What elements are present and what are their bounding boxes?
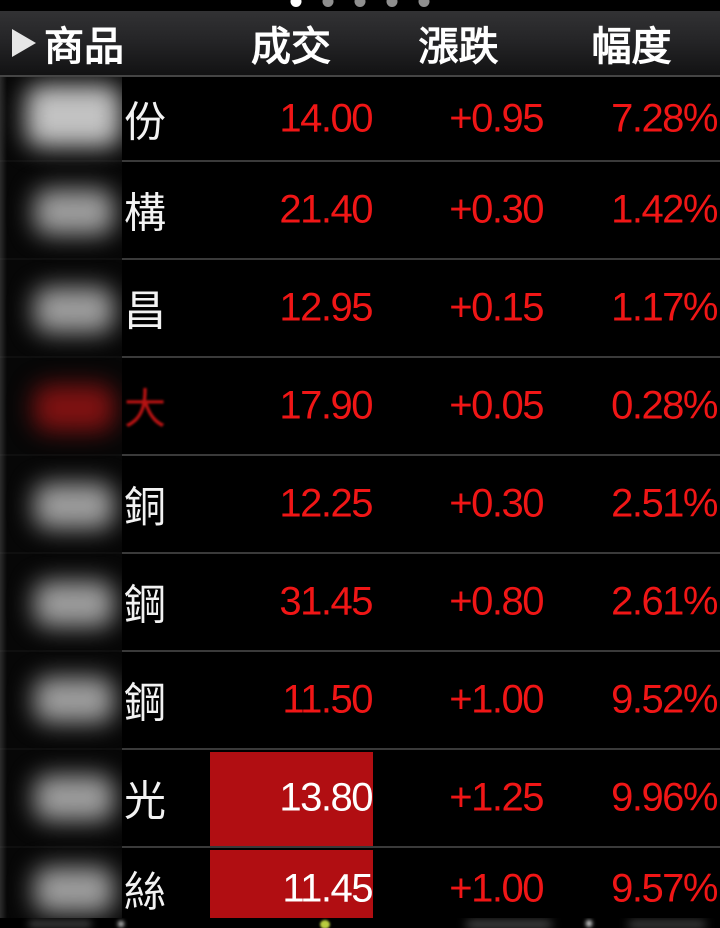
page-dot-active — [290, 0, 302, 7]
stock-row[interactable]: 銅 12.25 +0.30 2.51% — [0, 456, 720, 554]
percent-value: 9.96% — [611, 775, 718, 820]
blurred-name-blob — [26, 85, 121, 147]
percent-value: 2.61% — [611, 579, 718, 624]
page-dot — [386, 0, 398, 7]
percent-value: 9.57% — [611, 866, 718, 910]
blurred-name-blob — [34, 287, 114, 333]
blurred-ticker-blob — [628, 921, 706, 928]
price-value: 11.50 — [282, 677, 373, 722]
price-limit-up-cell — [210, 752, 373, 846]
stock-row[interactable]: 昌 12.95 +0.15 1.17% — [0, 260, 720, 358]
stock-table: 份 14.00 +0.95 7.28% 構 21.40 +0.30 1.42% … — [0, 77, 720, 928]
price-value: 14.00 — [279, 96, 373, 140]
change-value: +0.30 — [449, 481, 544, 526]
stock-row[interactable]: 鋼 11.50 +1.00 9.52% — [0, 652, 720, 750]
price-value: 31.45 — [279, 579, 373, 624]
stock-name: 鋼 — [124, 581, 167, 629]
blurred-name-blob — [34, 677, 114, 723]
blurred-ticker-dot — [118, 921, 124, 927]
percent-value: 0.28% — [611, 383, 718, 428]
column-header-product[interactable]: 商品 — [0, 14, 210, 72]
change-value: +1.00 — [449, 677, 544, 722]
blurred-name-blob — [34, 581, 114, 627]
stock-row[interactable]: 絲 11.45 +1.00 9.57% — [0, 848, 720, 928]
blurred-name-blob — [34, 775, 114, 821]
table-header-row: 商品 成交 漲跌 幅度 — [0, 11, 720, 77]
percent-value: 1.42% — [611, 187, 718, 232]
stock-row[interactable]: 構 21.40 +0.30 1.42% — [0, 162, 720, 260]
change-value: +0.80 — [449, 579, 544, 624]
stock-row[interactable]: 份 14.00 +0.95 7.28% — [0, 77, 720, 162]
blurred-name-blob — [34, 189, 114, 235]
page-dot — [354, 0, 366, 7]
price-value: 17.90 — [279, 383, 373, 428]
column-header-price[interactable]: 成交 — [251, 25, 331, 69]
stock-row[interactable]: 鋼 31.45 +0.80 2.61% — [0, 554, 720, 652]
price-value: 12.95 — [279, 285, 373, 330]
stock-name: 構 — [124, 189, 167, 237]
play-triangle-icon — [12, 29, 36, 57]
stock-row[interactable]: 大 17.90 +0.05 0.28% — [0, 358, 720, 456]
price-value: 21.40 — [279, 187, 373, 232]
stock-name: 光 — [124, 777, 167, 825]
percent-value: 2.51% — [611, 481, 718, 526]
stock-name: 銅 — [124, 483, 167, 531]
column-header-product-label: 商品 — [44, 25, 124, 69]
percent-value: 9.52% — [611, 677, 718, 722]
page-indicator — [0, 0, 720, 11]
bottom-ticker-bar — [0, 918, 720, 928]
percent-value: 1.17% — [611, 285, 718, 330]
blurred-name-blob — [34, 867, 114, 913]
price-limit-up-cell — [210, 850, 373, 928]
stock-name: 昌 — [124, 287, 167, 335]
price-value: 13.80 — [279, 775, 373, 820]
stock-name: 份 — [124, 98, 167, 145]
percent-value: 7.28% — [611, 96, 718, 140]
change-value: +0.05 — [449, 383, 544, 428]
ticker-yellow-dot-icon — [320, 920, 330, 928]
stock-name: 鋼 — [124, 679, 167, 727]
blurred-name-blob — [34, 385, 114, 431]
price-value: 11.45 — [282, 866, 373, 910]
stock-name: 大 — [124, 385, 167, 433]
change-value: +0.95 — [449, 96, 544, 140]
change-value: +1.25 — [449, 775, 544, 820]
stock-row[interactable]: 光 13.80 +1.25 9.96% — [0, 750, 720, 848]
change-value: +0.30 — [449, 187, 544, 232]
change-value: +1.00 — [449, 866, 544, 910]
blur-overlay — [0, 77, 122, 928]
page-dot — [322, 0, 334, 7]
page-dots — [290, 0, 430, 7]
column-header-change[interactable]: 漲跌 — [418, 25, 499, 69]
blurred-name-blob — [34, 483, 114, 529]
blurred-ticker-dot — [586, 920, 592, 927]
stock-name: 絲 — [124, 868, 167, 915]
price-value: 12.25 — [279, 481, 373, 526]
column-header-percent[interactable]: 幅度 — [591, 25, 672, 69]
blurred-ticker-blob — [466, 921, 552, 928]
page-dot — [418, 0, 430, 7]
blurred-ticker-blob — [28, 920, 92, 928]
change-value: +0.15 — [449, 285, 544, 330]
